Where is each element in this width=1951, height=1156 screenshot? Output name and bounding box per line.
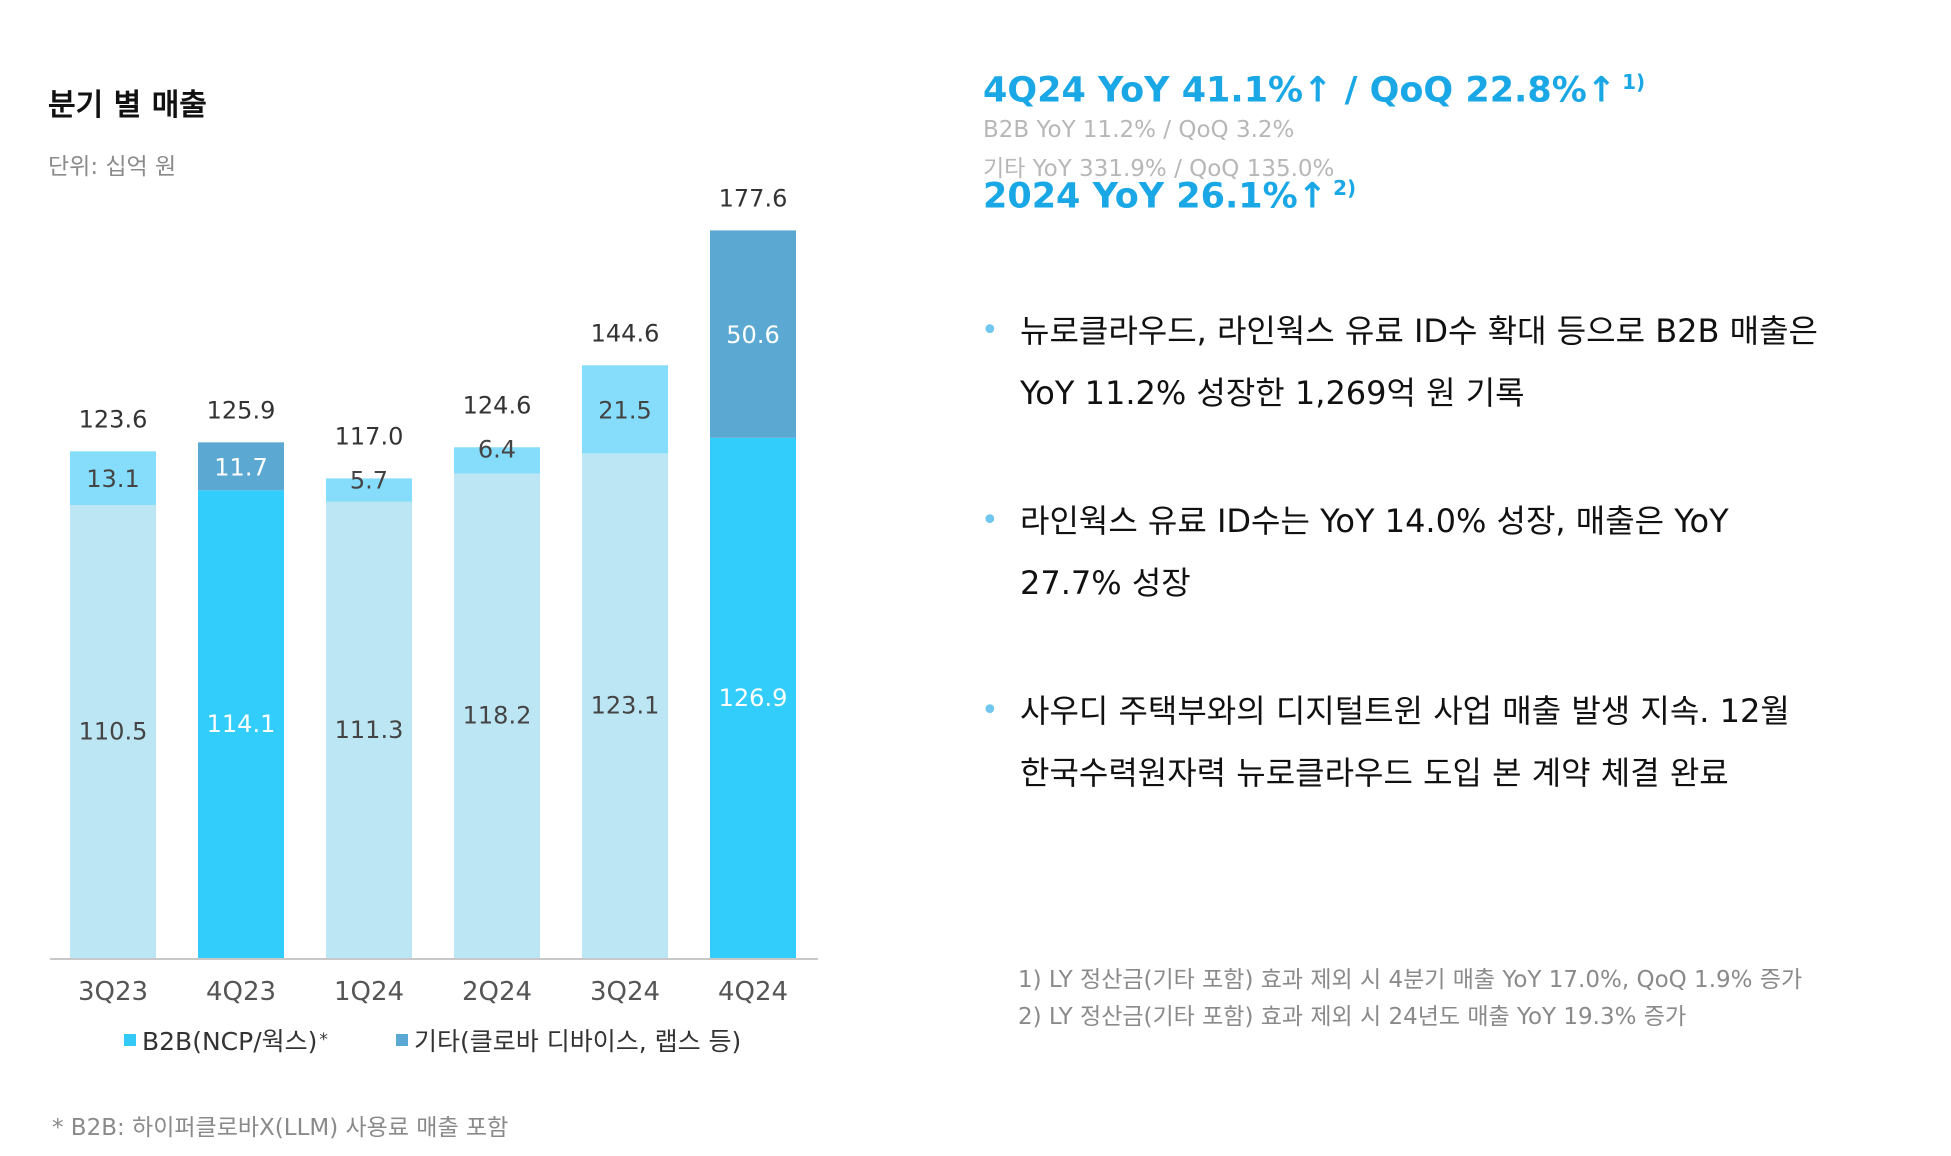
revenue-bar-chart: 110.5 13.1 123.6 3Q23 114.1 11.7 125.9 4Q23 111.… [50, 184, 818, 1007]
x-tick-label: 1Q24 [334, 977, 404, 1007]
bar-total-label: 177.6 [719, 184, 788, 212]
bar-b2b-label: 123.1 [591, 692, 660, 720]
bullet-item: • 라인웍스 유료 ID수는 YoY 14.0% 성장, 매출은 YoY 27.… [975, 490, 1875, 614]
bullet-item: • 사우디 주택부와의 디지털트윈 사업 매출 발생 지속. 12월 한국수력원… [975, 680, 1875, 804]
x-tick-label: 3Q23 [78, 977, 148, 1007]
bar-etc-label: 50.6 [726, 321, 779, 349]
legend-sup-b2b: * [319, 1030, 328, 1050]
bar-total-label: 144.6 [591, 319, 660, 347]
bar-b2b-label: 118.2 [463, 702, 532, 730]
headline-4q24-note: 1) [1622, 70, 1646, 94]
headline-2024: 2024 YoY 26.1%↑ 2) [983, 176, 1356, 217]
bar-etc [198, 442, 284, 491]
footnotes: 1) LY 정산금(기타 포함) 효과 제외 시 4분기 매출 YoY 17.0… [1018, 962, 1802, 1036]
bar-etc [454, 447, 540, 474]
headline-2024-text: 2024 YoY 26.1%↑ [983, 176, 1328, 217]
legend-swatch-b2b [124, 1034, 136, 1046]
bar-total-label: 123.6 [79, 405, 148, 433]
bar-etc-label: 5.7 [350, 466, 388, 494]
bullet-line: 라인웍스 유료 ID수는 YoY 14.0% 성장, 매출은 YoY [1020, 502, 1729, 540]
sub-b2b: B2B YoY 11.2% / QoQ 3.2% [983, 117, 1295, 143]
bar-b2b-label: 111.3 [335, 716, 404, 744]
headline-2024-note: 2) [1333, 176, 1357, 200]
bullet-dot: • [981, 313, 999, 348]
bar-b2b [70, 505, 156, 958]
bar-b2b [710, 437, 796, 958]
bar-etc-label: 21.5 [598, 396, 651, 424]
bullet-list: • 뉴로클라우드, 라인웍스 유료 ID수 확대 등으로 B2B 매출은 YoY… [975, 300, 1875, 870]
bar-b2b-label: 126.9 [719, 684, 788, 712]
legend-label-b2b: B2B(NCP/웍스) [142, 1027, 318, 1056]
headline-4q24-text: 4Q24 YoY 41.1%↑ / QoQ 22.8%↑ [983, 70, 1617, 111]
legend-label-etc: 기타(클로바 디바이스, 랩스 등) [414, 1027, 742, 1056]
bar-total-label: 124.6 [463, 391, 532, 419]
bar-total-label: 117.0 [335, 422, 404, 450]
bar-etc [710, 230, 796, 438]
legend-swatch-etc [396, 1034, 408, 1046]
x-tick-label: 4Q24 [718, 977, 788, 1007]
bar-etc [582, 365, 668, 454]
unit-label: 단위: 십억 원 [48, 154, 177, 180]
bar-etc [70, 451, 156, 506]
sub-etc: 기타 YoY 331.9% / QoQ 135.0% [983, 156, 1335, 182]
headline-4q24: 4Q24 YoY 41.1%↑ / QoQ 22.8%↑ 1) [983, 70, 1645, 111]
bar-b2b [454, 473, 540, 958]
bar-b2b-label: 114.1 [207, 710, 276, 738]
bullet-dot: • [981, 693, 999, 728]
legend-etc: 기타(클로바 디바이스, 랩스 등) [396, 1022, 741, 1058]
bar-etc [326, 478, 412, 502]
bullet-line: 사우디 주택부와의 디지털트윈 사업 매출 발생 지속. 12월 [1020, 692, 1790, 730]
bullet-dot: • [981, 503, 999, 538]
bar-etc-label: 6.4 [478, 435, 516, 463]
bullet-line: 뉴로클라우드, 라인웍스 유료 ID수 확대 등으로 B2B 매출은 [1020, 312, 1818, 350]
bar-total-label: 125.9 [207, 396, 276, 424]
bullet-line: 27.7% 성장 [1020, 564, 1191, 602]
bar-etc-label: 13.1 [86, 465, 139, 493]
bullet-line: 한국수력원자력 뉴로클라우드 도입 본 계약 체결 완료 [1020, 754, 1729, 792]
bar-b2b [198, 490, 284, 958]
x-tick-label: 2Q24 [462, 977, 532, 1007]
b2b-footnote: * B2B: 하이퍼클로바X(LLM) 사용료 매출 포함 [52, 1115, 509, 1141]
x-tick-label: 3Q24 [590, 977, 660, 1007]
bar-b2b-label: 110.5 [79, 718, 148, 746]
bar-b2b [326, 501, 412, 958]
footnote-2: 2) LY 정산금(기타 포함) 효과 제외 시 24년도 매출 YoY 19.… [1018, 1004, 1687, 1030]
x-tick-label: 4Q23 [206, 977, 276, 1007]
footnote-1: 1) LY 정산금(기타 포함) 효과 제외 시 4분기 매출 YoY 17.0… [1018, 967, 1803, 993]
legend-b2b: B2B(NCP/웍스) * [124, 1022, 328, 1058]
bullet-line: YoY 11.2% 성장한 1,269억 원 기록 [1020, 374, 1525, 412]
bullet-item: • 뉴로클라우드, 라인웍스 유료 ID수 확대 등으로 B2B 매출은 YoY… [975, 300, 1875, 424]
bar-etc-label: 11.7 [214, 453, 267, 481]
bar-b2b [582, 453, 668, 958]
chart-title: 분기 별 매출 [48, 88, 207, 123]
